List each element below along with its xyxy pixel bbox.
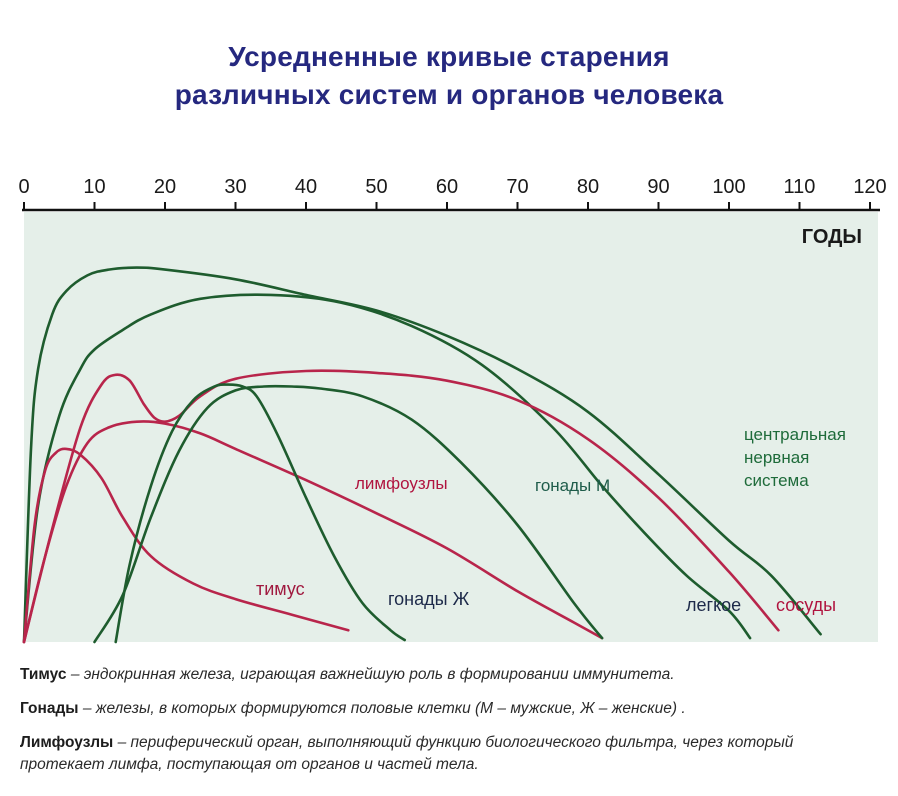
x-tick-label-10: 10 (83, 176, 105, 198)
series-line-7 (93, 384, 604, 644)
note-lymph-nodes-desc: – периферический орган, выполняющий функ… (20, 734, 794, 773)
cns-label-line-1: центральная (744, 425, 846, 444)
x-tick-label-50: 50 (365, 176, 387, 198)
lungs-label: легкое (686, 595, 741, 615)
x-tick-label-120: 120 (853, 176, 886, 198)
note-gonads: Гонады – железы, в которых формируются п… (20, 698, 880, 720)
note-thymus-term: Тимус (20, 666, 67, 683)
chart-title-line-2: различных систем и органов человека (174, 79, 724, 110)
series-line-4 (22, 420, 604, 644)
x-tick-label-0: 0 (18, 176, 29, 198)
vessels-label: сосуды (776, 595, 836, 615)
aging-curves-chart: 0 10 20 30 40 50 60 70 80 90 100 110 120 ГОДЫ центра… (18, 176, 887, 644)
series-line-5 (22, 447, 350, 644)
x-axis-title: ГОДЫ (802, 226, 862, 248)
cns-label-line-2: нервная (744, 448, 809, 467)
x-tick-label-40: 40 (295, 176, 317, 198)
series-line-1 (22, 266, 822, 644)
thymus-label: тимус (256, 579, 305, 599)
x-tick-label-30: 30 (224, 176, 246, 198)
gonads-m-label: гонады М (535, 476, 610, 495)
x-tick-label-90: 90 (647, 176, 669, 198)
series-line-2 (22, 293, 752, 644)
x-tick-label-80: 80 (577, 176, 599, 198)
x-tick-label-110: 110 (784, 176, 816, 198)
chart-title-line-1: Усредненные кривые старения (228, 41, 670, 72)
cns-label: центральная нервная система (744, 425, 846, 490)
series-line-6 (114, 383, 406, 644)
note-lymph-nodes-term: Лимфоузлы (20, 734, 114, 751)
note-gonads-term: Гонады (20, 700, 79, 717)
x-tick-label-100: 100 (712, 176, 745, 198)
cns-label-line-3: система (744, 471, 809, 490)
gonads-f-label: гонады Ж (388, 589, 470, 609)
x-axis-ticks: 0 10 20 30 40 50 60 70 80 90 100 110 120 (18, 176, 887, 210)
x-tick-label-20: 20 (154, 176, 176, 198)
note-thymus-desc: – эндокринная железа, играющая важнейшую… (66, 666, 675, 683)
lymph-nodes-label: лимфоузлы (355, 474, 448, 493)
note-thymus: Тимус – эндокринная железа, играющая важ… (20, 664, 880, 686)
series-line-3 (22, 369, 780, 644)
x-tick-label-70: 70 (506, 176, 528, 198)
plot-background (24, 212, 878, 642)
chart-title: Усредненные кривые старения различных си… (0, 38, 898, 114)
series-lines (22, 266, 822, 644)
note-lymph-nodes: Лимфоузлы – периферический орган, выполн… (20, 732, 880, 776)
note-gonads-desc: – железы, в которых формируются половые … (78, 700, 686, 717)
x-tick-label-60: 60 (436, 176, 458, 198)
